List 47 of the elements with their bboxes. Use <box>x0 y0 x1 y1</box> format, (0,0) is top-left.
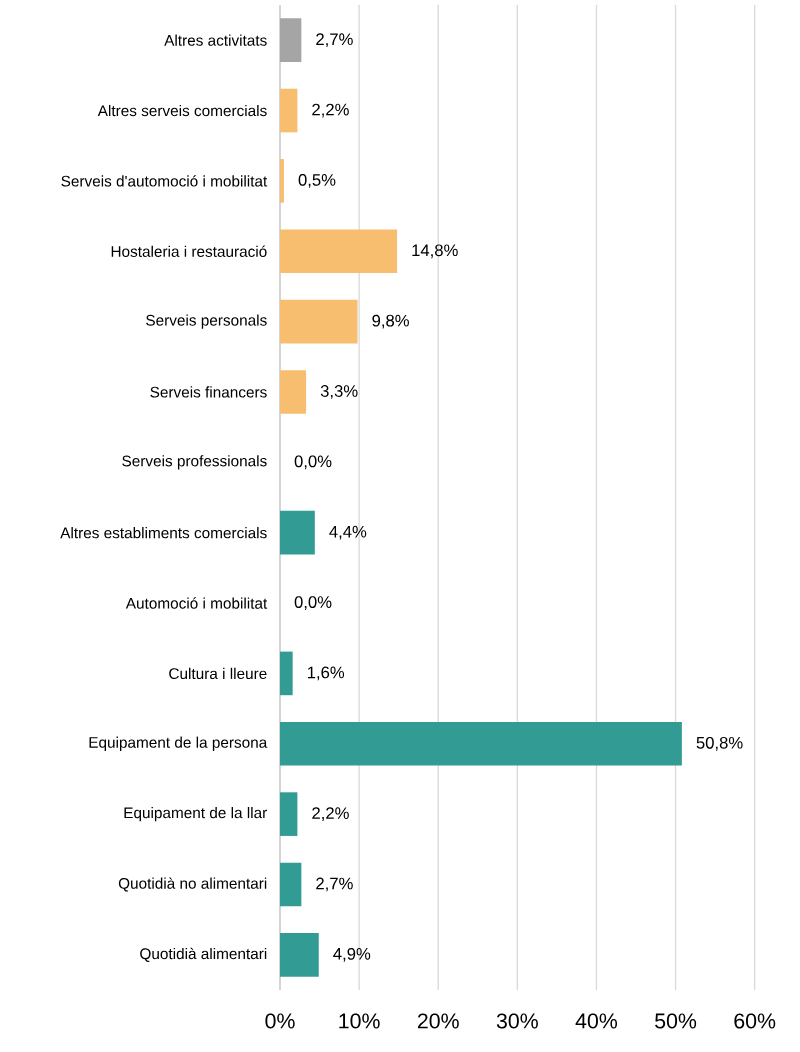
data-label: 2,2% <box>312 807 349 821</box>
x-tick-label: 20% <box>417 1013 459 1029</box>
data-label: 14,8% <box>412 244 458 259</box>
bar <box>280 18 302 62</box>
bar <box>280 651 293 696</box>
bar <box>280 229 398 274</box>
bar <box>280 510 315 555</box>
bar <box>280 933 319 977</box>
y-tick-label: Cultura i lleure <box>169 667 267 680</box>
data-label: 4,9% <box>333 947 371 962</box>
data-label: 4,4% <box>329 525 367 540</box>
data-label: 50,8% <box>696 736 743 751</box>
bar <box>280 862 302 907</box>
y-tick-label: Serveis professionals <box>122 455 267 470</box>
x-tick-label: 60% <box>734 1013 776 1029</box>
y-tick-label: Altres serveis comercials <box>97 104 267 117</box>
y-tick-label: Altres establiments comercials <box>60 527 267 539</box>
data-label: 2,7% <box>316 877 353 892</box>
data-label: 2,2% <box>312 103 349 118</box>
y-tick-label: Automoció i mobilitat <box>125 597 268 609</box>
x-tick-label: 40% <box>575 1013 618 1029</box>
data-label: 0,5% <box>298 174 336 188</box>
bar <box>280 792 298 836</box>
y-tick-label: Quotidià alimentari <box>140 947 267 962</box>
x-tick-label: 50% <box>655 1013 697 1029</box>
bar <box>280 299 358 344</box>
bar <box>280 159 284 203</box>
y-tick-label: Altres activitats <box>164 34 267 46</box>
y-tick-label: Quotidià no alimentari <box>118 877 267 892</box>
y-tick-label: Serveis personals <box>146 314 267 329</box>
x-tick-label: 30% <box>496 1013 538 1029</box>
data-label: 2,7% <box>316 33 353 48</box>
bar <box>280 370 307 414</box>
y-tick-label: Serveis d'automoció i mobilitat <box>61 175 268 187</box>
data-label: 1,6% <box>307 666 345 681</box>
x-tick-label: 10% <box>339 1013 380 1029</box>
data-label: 0,0% <box>294 455 332 470</box>
data-label: 9,8% <box>372 314 409 329</box>
x-tick-label: 0% <box>265 1013 295 1029</box>
bar <box>280 721 682 766</box>
y-tick-label: Equipament de la llar <box>124 806 267 822</box>
data-label: 3,3% <box>320 385 358 399</box>
bar <box>280 88 298 133</box>
y-tick-label: Equipament de la persona <box>89 736 268 751</box>
y-tick-label: Hostaleria i restauració <box>111 245 267 257</box>
data-label: 0,0% <box>294 596 332 610</box>
y-tick-label: Serveis financers <box>150 386 267 398</box>
